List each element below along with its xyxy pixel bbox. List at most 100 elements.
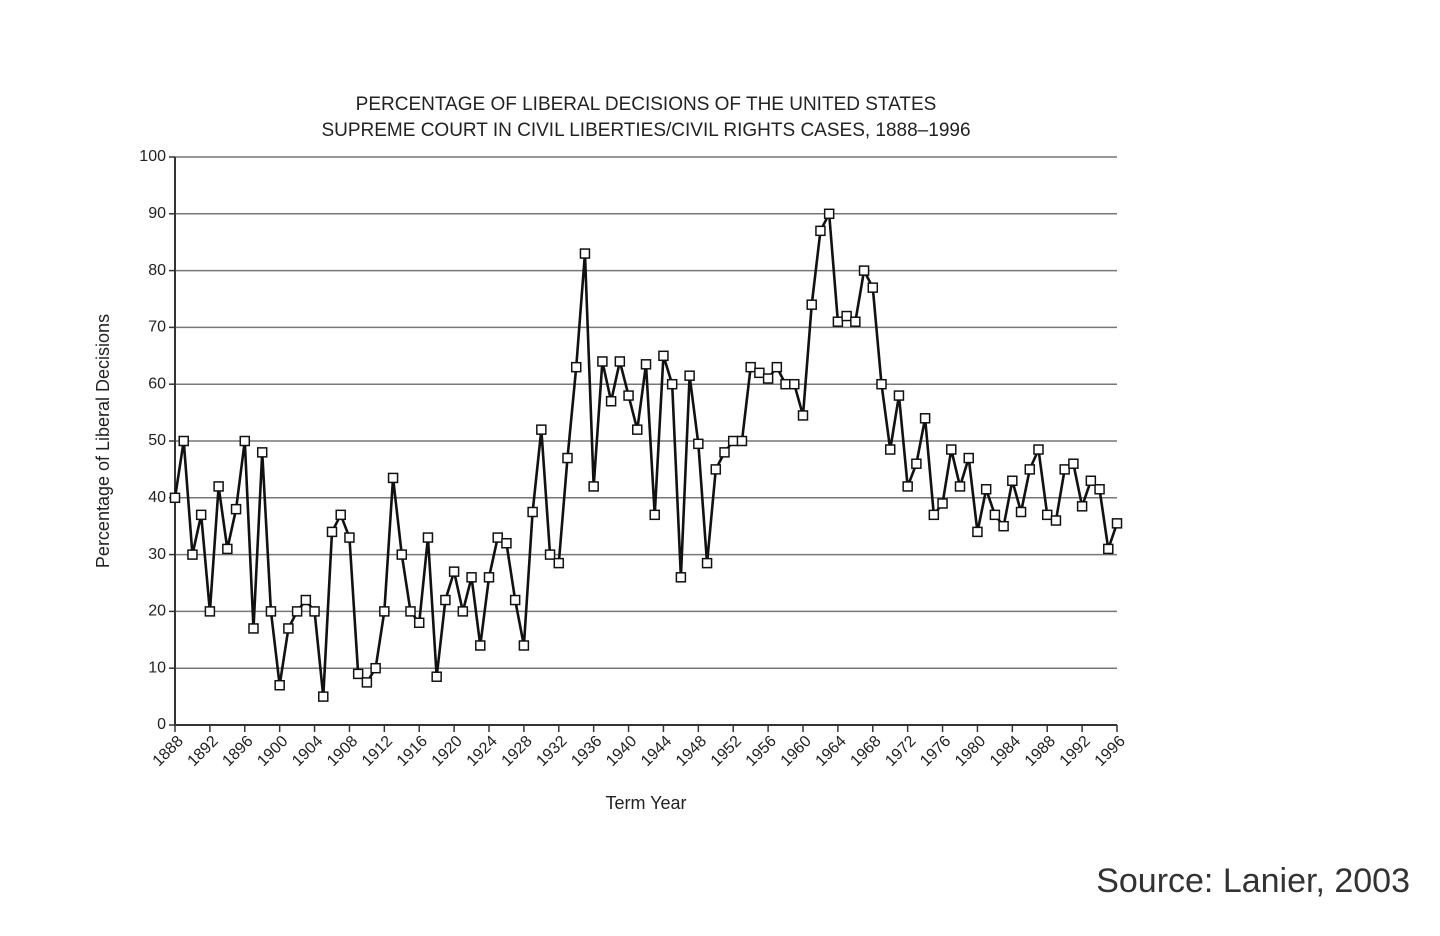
- data-marker: [187, 549, 198, 560]
- data-marker: [823, 208, 835, 220]
- data-marker: [518, 640, 530, 651]
- data-marker: [1024, 464, 1036, 475]
- data-marker: [1015, 506, 1027, 518]
- data-marker: [318, 691, 329, 702]
- data-marker: [736, 435, 748, 447]
- x-tick-label: 1928: [499, 733, 536, 770]
- data-marker: [1068, 458, 1079, 469]
- data-marker: [989, 509, 1001, 521]
- data-marker: [195, 509, 207, 521]
- data-marker: [675, 572, 687, 583]
- x-tick-label: 1948: [673, 733, 710, 770]
- data-marker: [684, 370, 695, 381]
- data-marker: [536, 424, 547, 435]
- data-marker: [1103, 543, 1114, 555]
- x-tick-label: 1892: [185, 733, 222, 770]
- data-marker: [832, 316, 844, 327]
- data-marker: [274, 679, 285, 691]
- x-tick-label: 1920: [429, 733, 466, 770]
- data-line: [173, 212, 1119, 698]
- data-marker: [946, 444, 957, 455]
- data-marker: [335, 509, 346, 521]
- data-marker: [265, 606, 277, 617]
- data-marker: [178, 435, 189, 447]
- data-marker: [483, 572, 495, 583]
- x-tick-label: 1916: [394, 733, 431, 770]
- data-marker: [466, 572, 477, 583]
- data-marker: [710, 464, 722, 475]
- data-marker: [623, 390, 634, 401]
- data-marker: [492, 532, 503, 543]
- data-marker: [1007, 475, 1018, 487]
- data-marker: [1041, 509, 1053, 521]
- x-tick-label: 1980: [952, 733, 989, 770]
- data-marker: [928, 509, 940, 521]
- data-marker: [379, 606, 390, 617]
- x-tick-label: 1932: [533, 733, 570, 770]
- source-note: Source: Lanier, 2003: [1096, 862, 1410, 900]
- data-marker: [413, 617, 425, 629]
- y-tick-label: 40: [148, 489, 166, 506]
- data-marker: [448, 566, 460, 577]
- data-marker: [579, 248, 591, 259]
- data-marker: [1094, 484, 1105, 495]
- x-tick-label: 1964: [813, 733, 850, 770]
- data-marker: [666, 378, 678, 390]
- data-marker: [876, 378, 887, 390]
- x-tick-label: 1900: [254, 733, 291, 770]
- x-tick-label: 1924: [464, 733, 501, 770]
- data-marker: [509, 594, 521, 606]
- chart-title: SUPREME COURT IN CIVIL LIBERTIES/CIVIL R…: [321, 120, 970, 141]
- x-tick-label: 1968: [847, 733, 884, 770]
- x-tick-label: 1996: [1092, 733, 1129, 770]
- data-marker: [719, 447, 730, 458]
- data-marker: [780, 378, 791, 390]
- data-marker: [1059, 464, 1070, 475]
- data-marker: [902, 481, 913, 492]
- data-marker: [326, 526, 338, 538]
- x-tick-label: 1972: [882, 733, 919, 770]
- y-tick-label: 70: [148, 319, 166, 336]
- data-marker: [291, 606, 303, 617]
- y-tick-label: 90: [148, 205, 166, 222]
- data-marker: [544, 549, 556, 560]
- data-marker: [1033, 444, 1044, 455]
- data-marker: [701, 557, 713, 569]
- x-tick-label: 1904: [289, 733, 326, 770]
- y-axis-label: Percentage of Liberal Decisions: [93, 314, 113, 568]
- data-marker: [440, 594, 451, 606]
- data-marker: [911, 458, 922, 469]
- x-tick-label: 1956: [743, 733, 780, 770]
- x-tick-label: 1912: [359, 733, 396, 770]
- y-tick-label: 50: [148, 432, 166, 449]
- x-tick-label: 1960: [778, 733, 815, 770]
- data-marker: [213, 481, 224, 492]
- data-marker: [954, 481, 966, 492]
- data-marker: [344, 532, 355, 543]
- data-marker: [283, 623, 294, 634]
- x-tick-label: 1936: [568, 733, 605, 770]
- data-marker: [858, 265, 870, 276]
- data-marker: [850, 316, 861, 327]
- y-tick-label: 0: [157, 716, 166, 733]
- data-marker: [370, 662, 381, 674]
- data-marker: [745, 361, 756, 373]
- x-tick-label: 1952: [708, 733, 745, 770]
- data-marker: [998, 520, 1009, 532]
- x-tick-label: 1984: [987, 733, 1024, 770]
- data-marker: [605, 395, 617, 407]
- data-marker: [1085, 475, 1097, 487]
- data-marker: [963, 452, 974, 464]
- data-marker: [754, 367, 765, 379]
- y-tick-label: 30: [148, 546, 166, 563]
- data-marker: [632, 424, 643, 435]
- data-marker: [815, 225, 826, 237]
- chart-title: PERCENTAGE OF LIBERAL DECISIONS OF THE U…: [356, 94, 937, 115]
- data-marker: [762, 373, 774, 384]
- data-marker: [867, 282, 879, 293]
- data-marker: [239, 435, 251, 447]
- x-tick-label: 1988: [1022, 733, 1059, 770]
- data-marker: [893, 390, 905, 401]
- data-marker: [797, 410, 809, 421]
- data-marker: [256, 447, 268, 458]
